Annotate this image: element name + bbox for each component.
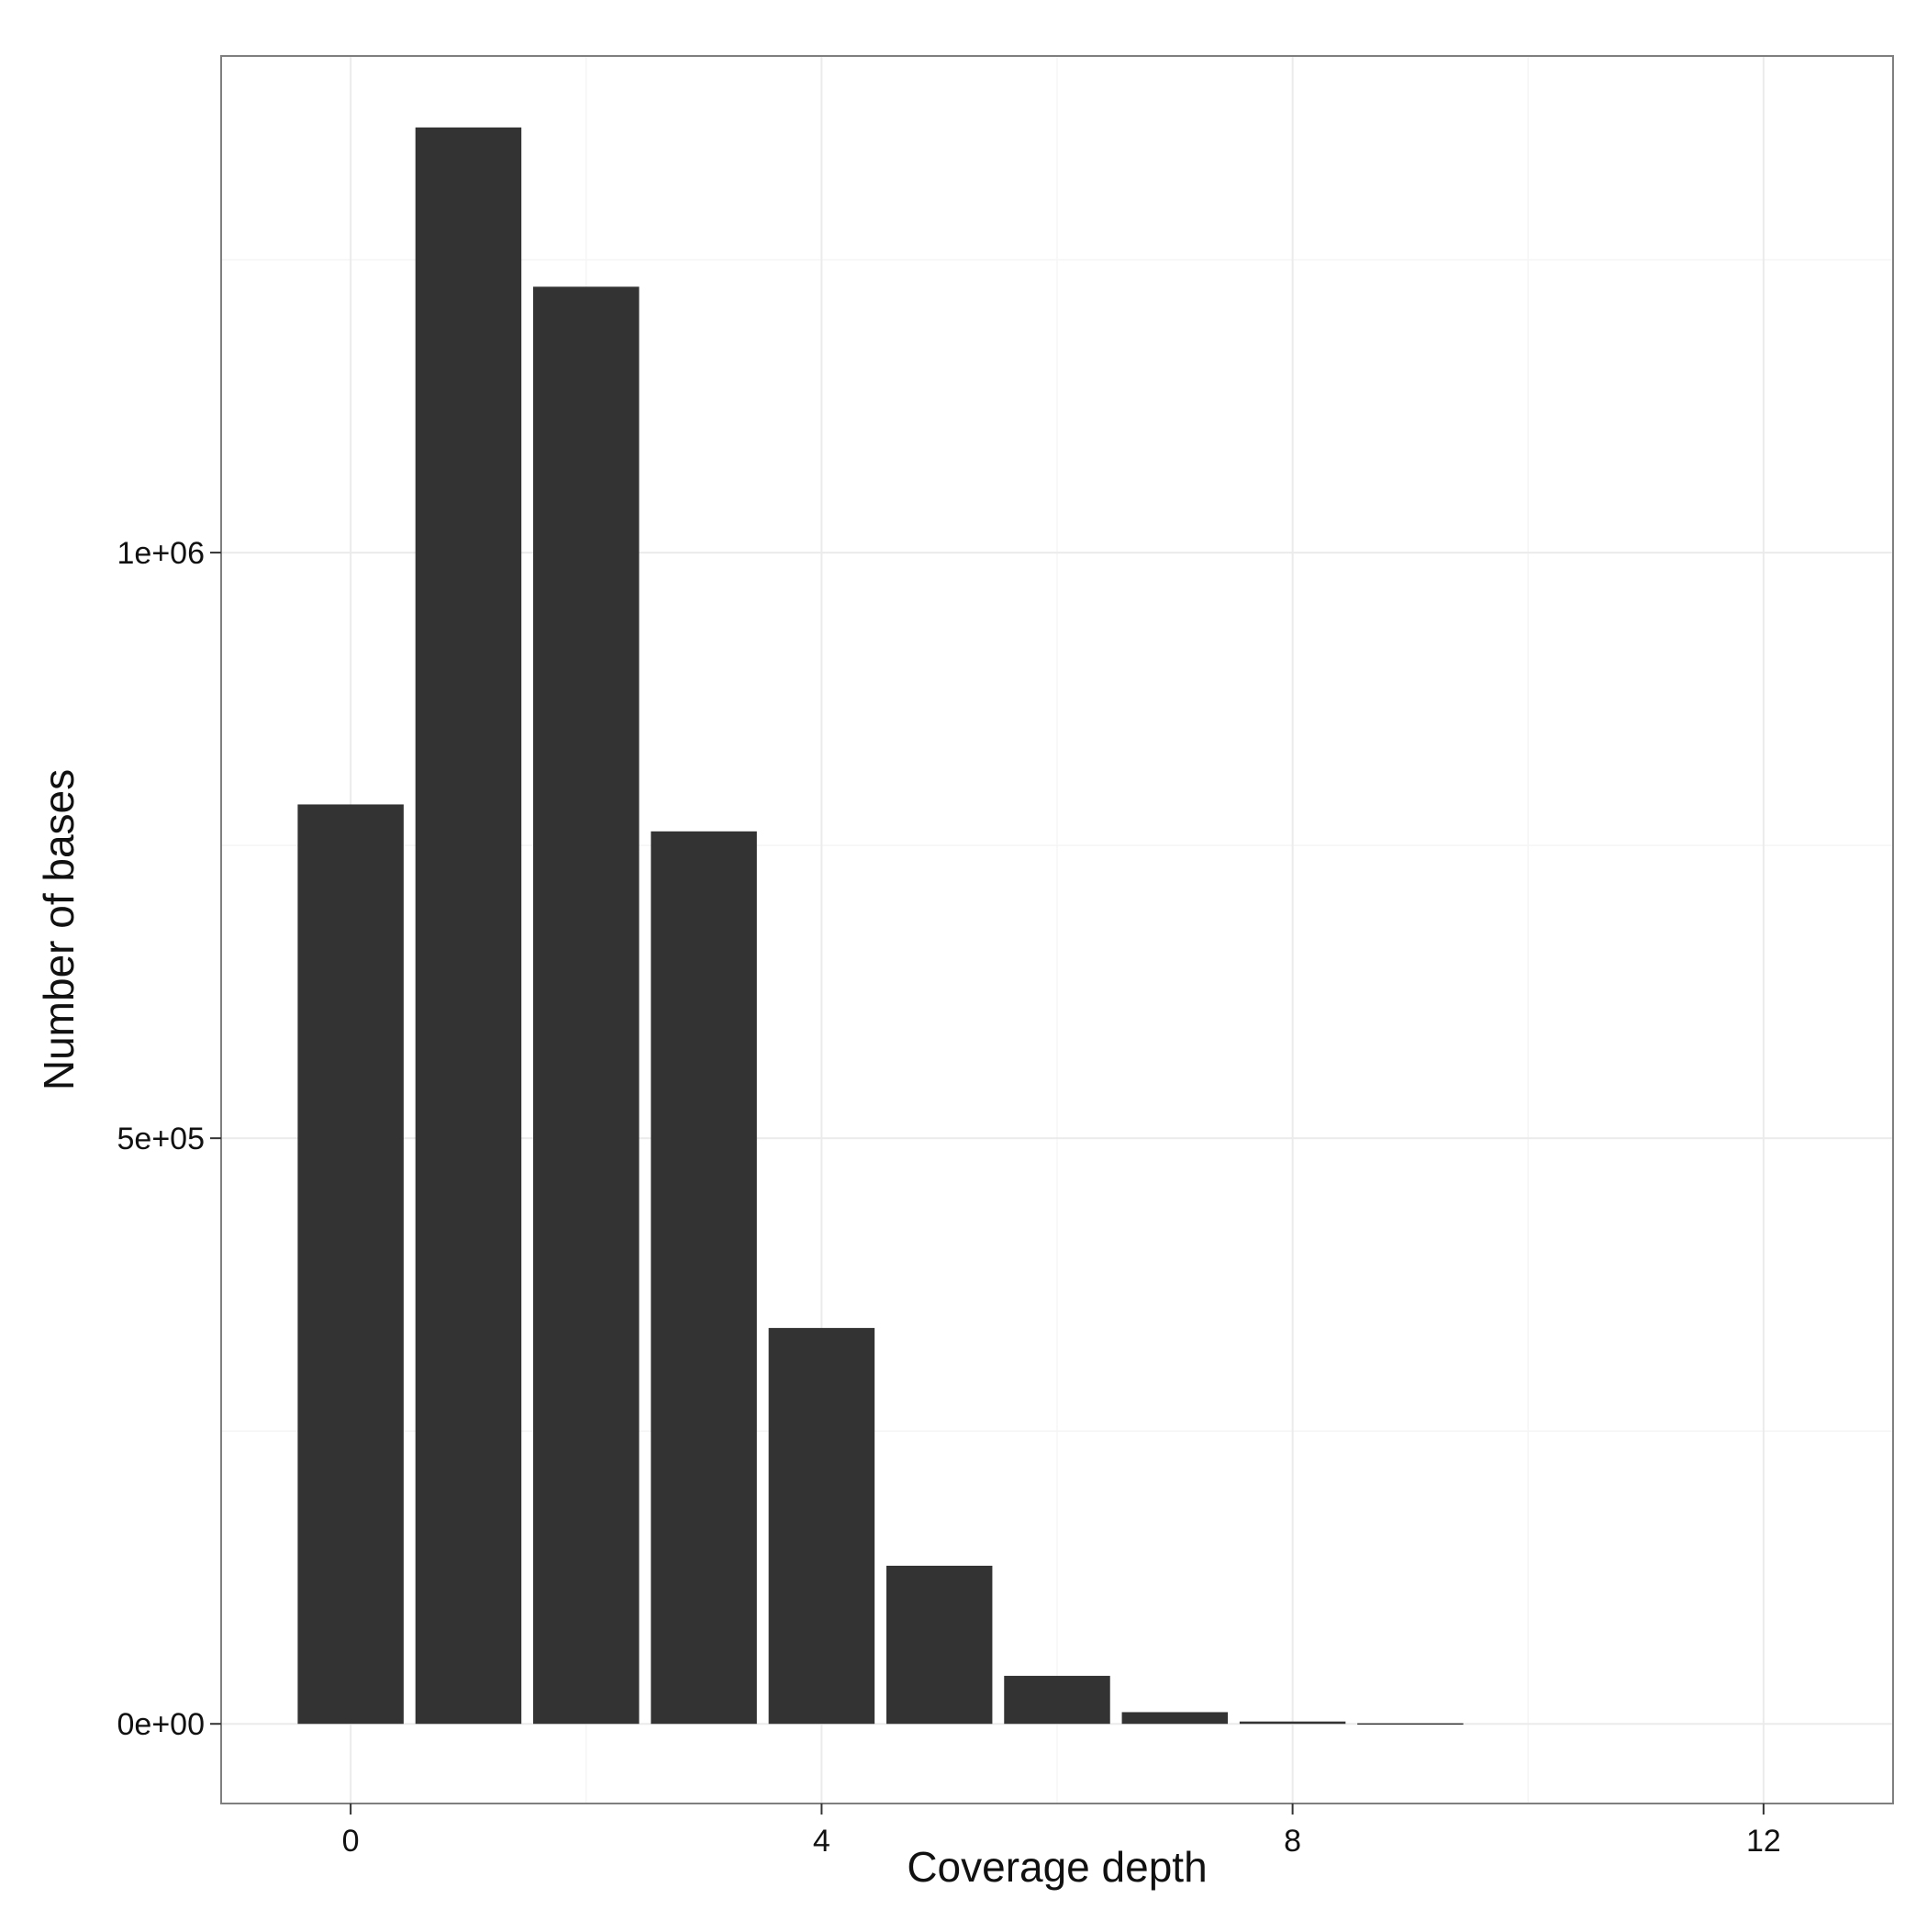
bar [415,127,522,1725]
y-tick-label: 0e+00 [117,1707,206,1742]
bar [1239,1721,1346,1725]
x-tick-label: 8 [1284,1824,1301,1859]
y-axis-ticks: 0e+00 5e+05 1e+06 [117,536,221,1742]
y-tick-label: 5e+05 [117,1122,206,1156]
bar [651,831,757,1725]
y-axis-title: Number of bases [35,769,83,1090]
bar [886,1565,993,1725]
x-tick-label: 12 [1746,1824,1781,1859]
bar [768,1327,875,1725]
x-axis-title: Coverage depth [907,1843,1207,1891]
bar [533,286,640,1725]
bar [1121,1712,1229,1725]
y-tick-label: 1e+06 [117,536,206,571]
bars [297,127,1464,1725]
x-tick-label: 0 [342,1824,360,1859]
bar [1357,1723,1464,1725]
bar [297,804,404,1725]
x-axis-ticks: 0 4 8 12 [342,1804,1781,1859]
bar [1004,1675,1110,1725]
x-tick-label: 4 [813,1824,830,1859]
grid-lines [221,56,1893,1804]
panel-border [220,55,1894,1804]
